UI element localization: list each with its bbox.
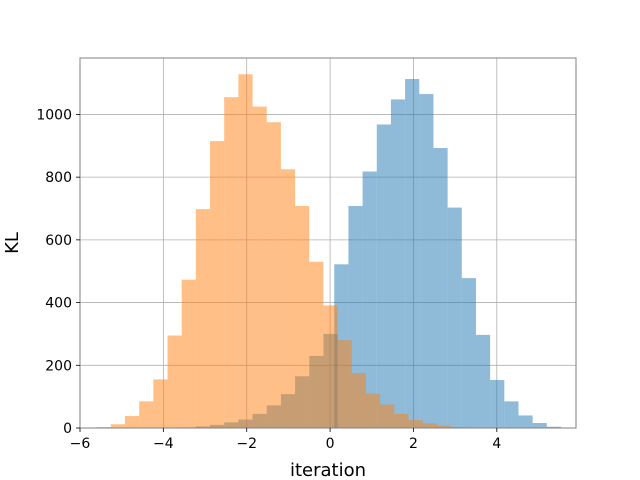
histogram-bar-series-1 — [376, 124, 391, 428]
histogram-bar-series-2 — [295, 206, 310, 428]
histogram-bar-series-2 — [181, 279, 196, 428]
y-tick-label: 200 — [45, 358, 72, 374]
x-tick-label: −2 — [236, 436, 257, 452]
histogram-bar-series-2 — [337, 340, 352, 428]
x-tick-label: 4 — [492, 436, 501, 452]
axis-ticks: −6 −4 −2 0 2 4 0 200 400 600 800 1000 — [36, 107, 501, 452]
histogram-bar-series-2 — [422, 423, 437, 428]
histogram-bar-series-1 — [546, 426, 561, 428]
x-tick-label: 2 — [409, 436, 418, 452]
histogram-bar-series-1 — [461, 278, 476, 428]
histogram-bar-series-2 — [323, 305, 338, 428]
histogram-bar-series-2 — [210, 141, 225, 429]
histogram-bar-series-1 — [433, 147, 448, 429]
histogram-bar-series-1 — [532, 422, 547, 428]
histogram-bar-series-2 — [266, 122, 281, 428]
histogram-bar-series-2 — [309, 261, 324, 428]
histogram-bar-series-2 — [394, 413, 409, 428]
y-tick-label: 400 — [45, 296, 72, 312]
histogram-bars — [96, 74, 561, 429]
histogram-bar-series-2 — [224, 97, 239, 428]
histogram-bar-series-2 — [380, 404, 395, 428]
histogram-bar-series-2 — [125, 416, 140, 428]
histogram-bar-series-1 — [405, 79, 420, 428]
histogram-bar-series-2 — [139, 401, 154, 428]
histogram-bar-series-1 — [362, 171, 377, 428]
histogram-bar-series-2 — [238, 74, 253, 428]
histogram-bar-series-2 — [280, 169, 296, 429]
y-tick-label: 1000 — [36, 107, 72, 123]
x-axis-label: iteration — [290, 460, 366, 480]
x-tick-label: −6 — [70, 436, 91, 452]
histogram-bar-series-2 — [365, 393, 381, 428]
y-tick-label: 800 — [45, 170, 72, 186]
histogram-bar-series-1 — [447, 207, 462, 428]
histogram-bar-series-1 — [390, 99, 406, 428]
histogram-bar-series-2 — [110, 424, 126, 428]
histogram-bar-series-1 — [490, 380, 505, 428]
histogram-bar-series-2 — [252, 106, 267, 429]
y-axis-label: KL — [2, 232, 23, 254]
histogram-bar-series-2 — [351, 373, 366, 428]
histogram-bar-series-2 — [153, 379, 168, 428]
histogram-bar-series-2 — [408, 420, 423, 428]
histogram-bar-series-1 — [518, 415, 533, 428]
y-tick-label: 0 — [63, 421, 72, 437]
x-tick-label: 0 — [326, 436, 335, 452]
histogram-bar-series-2 — [436, 425, 451, 428]
histogram-bar-series-2 — [195, 209, 211, 428]
x-tick-label: −4 — [153, 436, 174, 452]
histogram-bar-series-1 — [419, 94, 434, 428]
histogram-bar-series-2 — [167, 335, 182, 428]
y-tick-label: 600 — [45, 233, 72, 249]
plot-frame — [79, 57, 577, 429]
histogram-bar-series-1 — [504, 401, 519, 428]
histogram-bar-series-1 — [348, 206, 363, 428]
histogram-bar-series-1 — [475, 334, 491, 428]
